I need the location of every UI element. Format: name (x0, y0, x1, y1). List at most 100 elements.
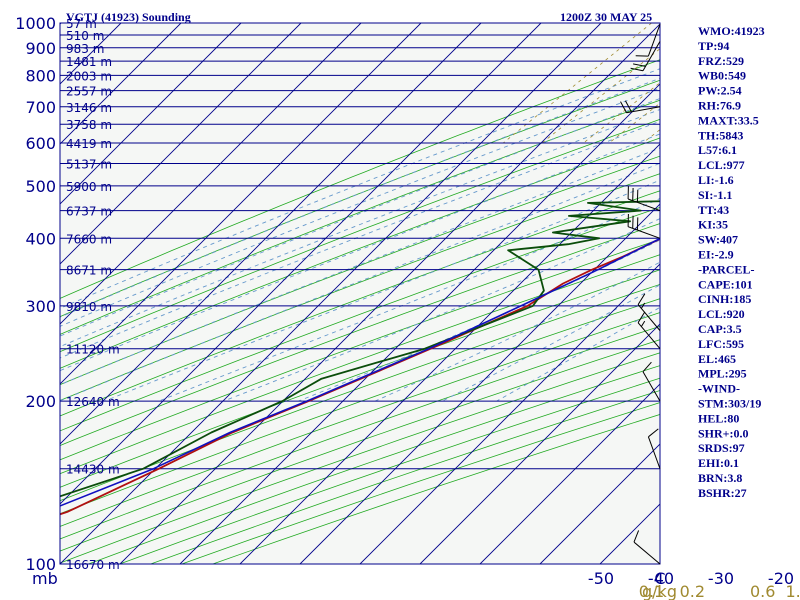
height-label: 8671 m (66, 264, 112, 278)
index-item: WB0:549 (698, 69, 746, 83)
index-item: CAPE:101 (698, 277, 753, 291)
height-label: 1481 m (66, 55, 112, 69)
isotherm-line (0, 23, 1, 564)
isotherm-line (239, 143, 660, 564)
moist-adiabat-line (223, 218, 660, 402)
isotherm-line (60, 23, 302, 265)
isotherm-line (119, 23, 660, 564)
wind-barb (633, 530, 661, 565)
wind-barb-feather (630, 67, 644, 72)
height-label: 510 m (66, 29, 104, 43)
height-label: 11120 m (66, 343, 120, 357)
index-item: -PARCEL- (698, 262, 754, 276)
wind-barb-staff (637, 304, 661, 331)
sounding-profiles (60, 200, 660, 516)
index-item: BRN:3.8 (698, 471, 742, 485)
index-item: LI:-1.6 (698, 173, 734, 187)
isotherm-line (359, 263, 660, 564)
index-item: STM:303/19 (698, 397, 761, 411)
station-title: VGTJ (41923) Sounding (66, 10, 191, 24)
index-item: TT:43 (698, 203, 729, 217)
height-label: 4419 m (66, 137, 112, 151)
mixing-ratio-line (788, 23, 800, 143)
wind-barb (627, 186, 661, 212)
index-item: MPL:295 (698, 367, 747, 381)
wind-barb-feather (637, 311, 646, 323)
wind-barb-staff (647, 436, 661, 469)
wind-barb-staff (637, 322, 661, 350)
wind-barb-staff (627, 198, 661, 212)
index-item: CINH:185 (698, 292, 751, 306)
wind-barb-feather (648, 428, 659, 438)
wind-barb-half-feather (640, 302, 646, 309)
wind-barb (630, 41, 661, 72)
unit-mb-label: mb (32, 569, 58, 588)
height-label: 6737 m (66, 205, 112, 219)
wind-barb-staff (627, 226, 661, 239)
wind-barb (627, 213, 661, 239)
pressure-tick-label: 100 (25, 555, 56, 574)
index-item: MAXT:33.5 (698, 113, 759, 127)
temperature-tick-label: -20 (768, 569, 794, 588)
wind-barb (647, 428, 661, 469)
temperature-unit-label: C (654, 569, 665, 588)
pressure-tick-label: 500 (25, 177, 56, 196)
index-item: LCL:920 (698, 307, 745, 321)
pressure-tick-label: 800 (25, 66, 56, 85)
wind-barb (620, 100, 661, 114)
mixing-ratio-line (608, 102, 660, 144)
height-label: 12640 m (66, 395, 120, 409)
index-item: SI:-1.1 (698, 188, 732, 202)
grid-lines (0, 23, 800, 564)
index-item: LCL:977 (698, 158, 745, 172)
wind-barb-feather (633, 530, 640, 543)
height-label: 7660 m (66, 232, 112, 246)
index-item: KI:35 (698, 218, 728, 232)
sounding-time: 1200Z 30 MAY 25 (560, 10, 652, 24)
wind-barb (642, 361, 661, 402)
index-item: L57:6.1 (698, 143, 737, 157)
isotherm-line (299, 203, 660, 564)
wind-barb-feather (620, 101, 627, 113)
pressure-tick-label: 300 (25, 297, 56, 316)
index-item: PW:2.54 (698, 84, 742, 98)
temperature-tick-label: -50 (588, 569, 614, 588)
isotherm-line (419, 323, 660, 564)
height-label: 5900 m (66, 180, 112, 194)
index-item: EHI:0.1 (698, 456, 739, 470)
height-label: 5137 m (66, 158, 112, 172)
index-item: EI:-2.9 (698, 248, 734, 262)
temperature-tick-label: -30 (708, 569, 734, 588)
index-item: LFC:595 (698, 337, 744, 351)
pressure-tick-label: 700 (25, 98, 56, 117)
index-item: SHR+:0.0 (698, 426, 749, 440)
mixing-ratio-tick-label: 1.0 (785, 582, 800, 600)
plot-background (60, 23, 660, 564)
index-item: TP:94 (698, 39, 729, 53)
isotherm-line (60, 23, 182, 145)
isotherm-line (60, 23, 422, 385)
isotherm-line (479, 383, 660, 564)
axis-labels: 1000 900 800 700 600 500 400 300 200 100 16670 m 14… (15, 14, 800, 600)
moist-adiabat-line (60, 147, 660, 386)
index-item: WMO:41923 (698, 24, 765, 38)
index-item: EL:465 (698, 352, 736, 366)
mixing-ratio-line (761, 23, 800, 143)
wind-barbs (620, 24, 661, 565)
mixing-ratio-tick-label: 0.6 (750, 582, 775, 600)
stability-indices-panel: WMO:41923TP:94FRZ:529WB0:549PW:2.54RH:76… (698, 24, 765, 500)
index-item: SW:407 (698, 233, 738, 247)
mixing-ratio-unit-label: g/kg (642, 582, 677, 600)
height-label: 16670 m (66, 558, 120, 572)
index-item: RH:76.9 (698, 99, 741, 113)
wind-barb-feather (642, 361, 652, 373)
wind-barb (637, 293, 661, 331)
wind-barb-staff (642, 41, 661, 72)
isotherm-line (179, 83, 660, 564)
wind-barb-feather (633, 63, 646, 67)
mixing-ratio-tick-label: 0.2 (680, 582, 705, 600)
moist-adiabat-line (104, 179, 660, 402)
isotherm-line (60, 23, 242, 205)
pressure-tick-label: 1000 (15, 14, 56, 33)
